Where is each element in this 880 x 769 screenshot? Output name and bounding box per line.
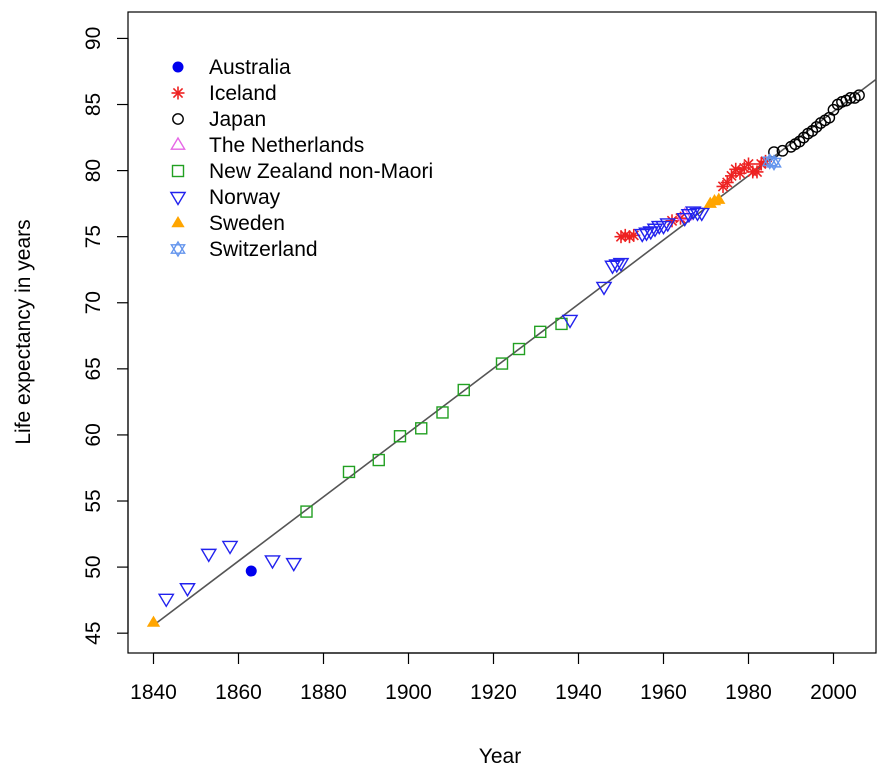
legend-label-sweden: Sweden: [209, 212, 285, 235]
legend-label-australia: Australia: [209, 56, 291, 79]
legend-item-switzerland: Switzerland: [170, 238, 318, 261]
legend-item-japan: Japan: [172, 108, 266, 131]
point-norway: [659, 218, 677, 233]
point-norway: [157, 593, 175, 608]
y-tick-label: 80: [82, 159, 105, 182]
y-tick-label: 50: [82, 555, 105, 578]
x-tick-label: 1960: [640, 681, 687, 704]
point-norway: [595, 281, 613, 296]
point-norway: [633, 228, 651, 243]
point-norway: [680, 209, 698, 224]
legend-marker-australia: [172, 61, 184, 73]
y-tick-label: 65: [82, 357, 105, 380]
legend-marker-iceland: [171, 86, 185, 100]
legend-label-japan: Japan: [209, 108, 266, 131]
point-new-zealand-non-maori: [512, 342, 526, 356]
point-new-zealand-non-maori: [300, 505, 313, 518]
point-norway: [285, 557, 303, 572]
legend-marker-norway: [169, 191, 187, 206]
point-new-zealand-non-maori: [342, 465, 356, 479]
point-australia: [245, 565, 257, 577]
point-new-zealand-non-maori: [415, 422, 428, 435]
x-axis: 1840 1860 1880 1900 1920 1940 1960 1980 2000: [130, 652, 857, 704]
legend-marker-the-netherlands: [170, 136, 186, 150]
legend-item-australia: Australia: [172, 56, 291, 79]
point-sweden: [712, 192, 726, 204]
point-new-zealand-non-maori: [555, 317, 568, 331]
point-japan: [844, 92, 857, 104]
point-norway: [655, 220, 672, 235]
legend-label-the-netherlands: The Netherlands: [209, 134, 364, 157]
x-tick-label: 1840: [130, 681, 177, 704]
y-tick-label: 60: [82, 423, 105, 446]
point-iceland: [750, 165, 764, 179]
point-norway: [646, 223, 664, 238]
point-japan: [853, 89, 865, 102]
point-new-zealand-non-maori: [393, 430, 407, 443]
point-iceland: [720, 175, 734, 189]
x-axis-title: Year: [479, 745, 521, 768]
legend-label-new-zealand-non-maori: New Zealand non-Maori: [209, 160, 433, 183]
point-sweden: [146, 615, 161, 627]
point-new-zealand-non-maori: [495, 357, 509, 370]
x-tick-label: 1880: [300, 681, 347, 704]
legend-marker-switzerland: [170, 240, 186, 258]
legend-item-new-zealand-non-maori: New Zealand non-Maori: [171, 160, 433, 183]
point-norway: [608, 259, 626, 274]
y-tick-label: 85: [82, 93, 105, 116]
point-japan: [806, 125, 819, 137]
point-norway: [693, 207, 711, 222]
legend-item-norway: Norway: [169, 186, 281, 209]
point-norway: [561, 314, 579, 329]
y-tick-label: 75: [82, 225, 105, 248]
y-tick-label: 45: [82, 621, 105, 644]
y-tick-label: 55: [82, 489, 105, 512]
x-tick-label: 1940: [555, 681, 602, 704]
point-switzerland: [766, 154, 782, 172]
y-tick-label: 70: [82, 291, 105, 314]
y-axis-title: Life expectancy in years: [12, 219, 35, 444]
x-tick-label: 1980: [725, 681, 772, 704]
point-norway: [638, 227, 655, 242]
point-switzerland: [761, 152, 778, 170]
legend-item-sweden: Sweden: [171, 212, 285, 235]
point-japan: [797, 131, 810, 144]
legend-item-the-netherlands: The Netherlands: [170, 134, 364, 157]
point-norway: [604, 260, 621, 275]
point-norway: [179, 583, 196, 598]
point-new-zealand-non-maori: [436, 406, 449, 419]
y-tick-label: 90: [82, 27, 105, 50]
legend-item-iceland: Iceland: [171, 82, 277, 105]
data-points-layer: [146, 89, 865, 627]
legend-marker-sweden: [171, 216, 185, 228]
legend-marker-japan: [172, 113, 184, 125]
point-norway: [642, 226, 660, 241]
point-new-zealand-non-maori: [534, 325, 547, 339]
point-iceland: [665, 214, 679, 228]
legend-label-iceland: Iceland: [209, 82, 277, 105]
x-tick-label: 1860: [215, 681, 262, 704]
point-japan: [810, 121, 823, 133]
point-new-zealand-non-maori: [372, 453, 385, 467]
x-tick-label: 1900: [385, 681, 432, 704]
point-norway: [264, 555, 281, 570]
point-japan: [793, 135, 806, 148]
point-norway: [612, 257, 630, 272]
y-axis: 45 50 55 60 65 70 75 80 85 90: [82, 27, 129, 645]
x-tick-label: 1920: [470, 681, 517, 704]
legend-label-norway: Norway: [209, 186, 281, 209]
legend: Australia Iceland Japan The Netherlands New …: [169, 56, 433, 261]
legend-label-switzerland: Switzerland: [209, 238, 318, 261]
legend-marker-new-zealand-non-maori: [171, 164, 185, 178]
point-norway: [200, 548, 218, 563]
x-tick-label: 2000: [810, 681, 857, 704]
point-new-zealand-non-maori: [457, 383, 470, 397]
point-norway: [221, 540, 239, 555]
